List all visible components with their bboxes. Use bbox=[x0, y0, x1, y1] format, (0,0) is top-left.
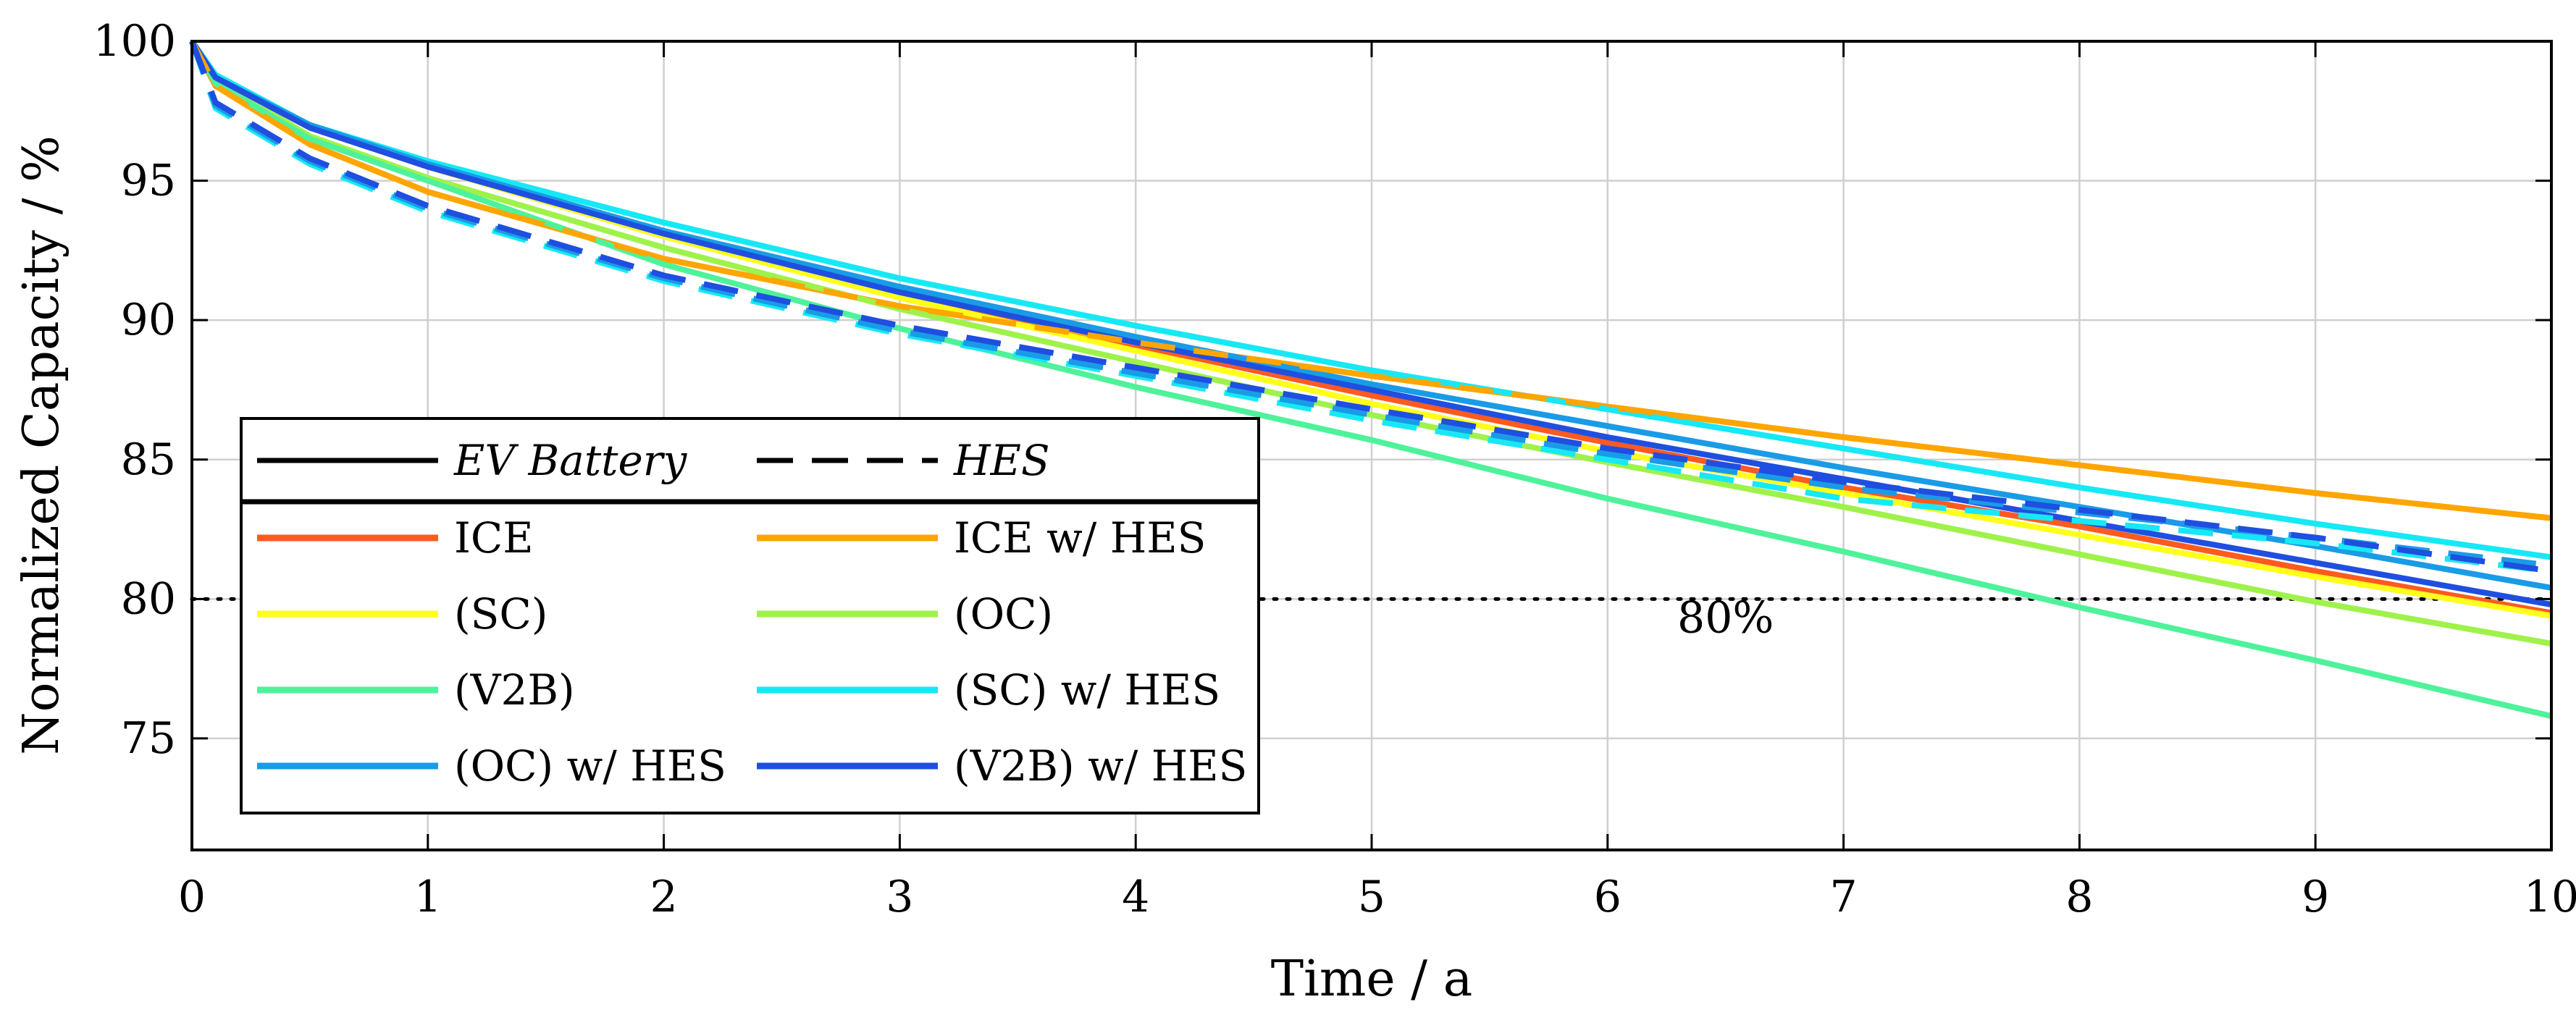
legend-entry-label: (SC) bbox=[454, 589, 547, 639]
x-tick-label: 10 bbox=[2524, 872, 2576, 922]
x-tick-label: 8 bbox=[2065, 872, 2093, 922]
legend-entry-label: (SC) w/ HES bbox=[954, 665, 1220, 715]
legend-style-label: HES bbox=[953, 436, 1050, 485]
legend-entry-label: (V2B) w/ HES bbox=[954, 741, 1247, 791]
x-axis-title: Time / a bbox=[1271, 951, 1473, 1008]
legend-style-label: EV Battery bbox=[453, 436, 688, 485]
legend-entry-label: (OC) bbox=[954, 589, 1053, 639]
y-axis-title: Normalized Capacity / % bbox=[13, 135, 70, 755]
x-tick-label: 6 bbox=[1594, 872, 1621, 922]
axis-ticks: 0 1 2 3 4 5 6 7 8 9 10 75 80 85 90 95 100 bbox=[93, 16, 2576, 922]
y-tick-label: 80 bbox=[121, 573, 176, 624]
legend-entry-label: ICE bbox=[454, 513, 534, 563]
y-tick-label: 75 bbox=[121, 713, 176, 764]
series-group bbox=[189, 39, 2552, 719]
y-tick-label: 100 bbox=[93, 16, 176, 67]
x-tick-label: 3 bbox=[886, 872, 913, 922]
x-tick-label: 2 bbox=[650, 872, 678, 922]
y-tick-label: 85 bbox=[121, 434, 176, 485]
y-tick-label: 95 bbox=[121, 156, 176, 206]
x-tick-label: 1 bbox=[414, 872, 442, 922]
legend-entry-label: ICE w/ HES bbox=[954, 513, 1206, 563]
reference-line-label: 80% bbox=[1677, 593, 1774, 644]
x-tick-label: 0 bbox=[178, 872, 206, 922]
series-line-ice-hes-dashed bbox=[189, 40, 2552, 521]
y-tick-label: 90 bbox=[121, 295, 176, 345]
x-tick-label: 5 bbox=[1358, 872, 1385, 922]
legend-entry-label: (OC) w/ HES bbox=[454, 741, 726, 791]
x-tick-label: 7 bbox=[1830, 872, 1858, 922]
series-line-v2b-hes-dashed bbox=[189, 40, 2552, 574]
series-line-v2b bbox=[189, 40, 2552, 719]
legend-entry-label: (V2B) bbox=[454, 665, 575, 715]
legend: EV Battery HES ICE ICE w/ HES (SC) (OC) (V2B) (… bbox=[240, 417, 1260, 814]
x-tick-label: 9 bbox=[2302, 872, 2329, 922]
x-tick-label: 4 bbox=[1122, 872, 1149, 922]
